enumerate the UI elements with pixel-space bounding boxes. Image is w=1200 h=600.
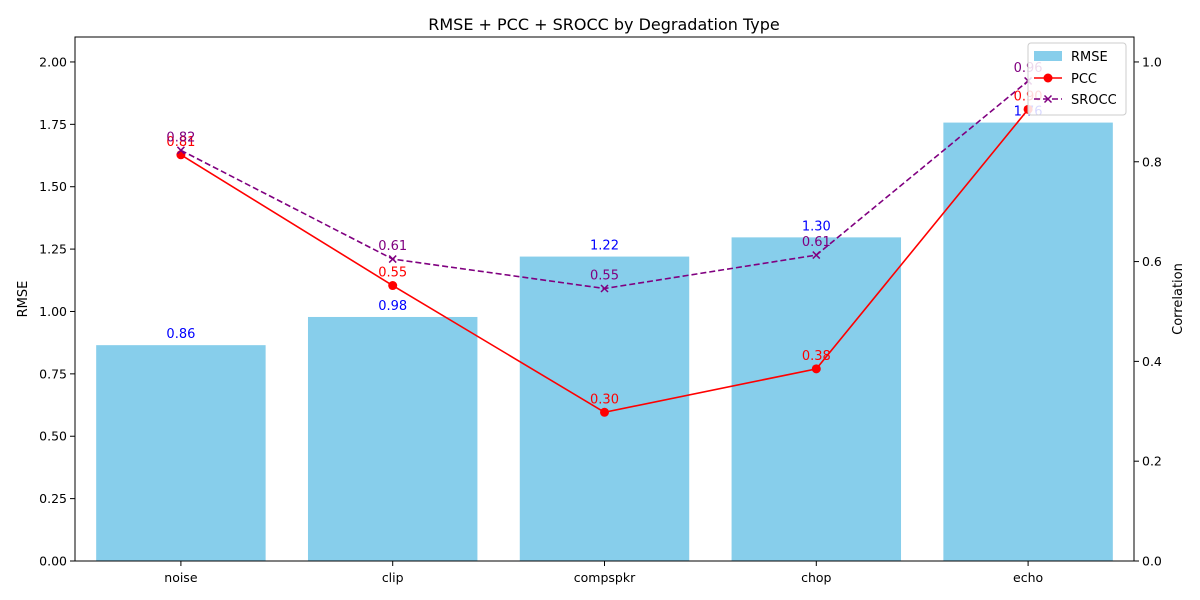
srocc-label-noise: 0.82 — [166, 130, 195, 145]
pcc-point-compspkr — [600, 408, 609, 417]
bar-label-noise: 0.86 — [166, 327, 195, 342]
srocc-label-compspkr: 0.55 — [590, 269, 619, 284]
x-tick-label-chop: chop — [801, 570, 831, 585]
bar-label-clip: 0.98 — [378, 299, 407, 314]
y2-tick-label: 1.0 — [1142, 54, 1162, 69]
y2-tick-label: 0.2 — [1142, 454, 1162, 469]
bar-echo — [943, 123, 1112, 561]
y-tick-label: 0.75 — [39, 366, 67, 381]
legend-swatch-rmse — [1034, 51, 1062, 61]
y2-axis-label: Correlation — [1171, 263, 1186, 335]
legend: RMSE PCC SROCC — [1028, 43, 1126, 115]
pcc-label-compspkr: 0.30 — [590, 392, 619, 407]
legend-label-srocc: SROCC — [1071, 93, 1117, 108]
y-axis-right: 0.0 0.2 0.4 0.6 0.8 1.0 — [1134, 54, 1162, 568]
bar-label-compspkr: 1.22 — [590, 239, 619, 254]
pcc-label-chop: 0.38 — [802, 349, 831, 364]
y-tick-label: 0.50 — [39, 429, 67, 444]
x-tick-label-compspkr: compspkr — [574, 570, 636, 585]
y2-tick-label: 0.0 — [1142, 554, 1162, 569]
bar-clip — [308, 317, 477, 561]
srocc-label-clip: 0.61 — [378, 239, 407, 254]
pcc-label-clip: 0.55 — [378, 266, 407, 281]
x-tick-label-noise: noise — [164, 570, 198, 585]
pcc-point-clip — [388, 281, 397, 290]
y-tick-label: 1.75 — [39, 117, 67, 132]
srocc-label-chop: 0.61 — [802, 235, 831, 250]
bar-chop — [732, 237, 901, 561]
chart-title: RMSE + PCC + SROCC by Degradation Type — [428, 15, 780, 34]
legend-label-rmse: RMSE — [1071, 50, 1108, 65]
pcc-point-chop — [812, 364, 821, 373]
y-tick-label: 0.25 — [39, 491, 67, 506]
x-tick-label-echo: echo — [1013, 570, 1043, 585]
y-tick-label: 2.00 — [39, 54, 67, 69]
x-tick-label-clip: clip — [382, 570, 404, 585]
legend-marker-pcc — [1044, 74, 1053, 83]
bar-label-chop: 1.30 — [802, 219, 831, 234]
y2-tick-label: 0.6 — [1142, 254, 1162, 269]
y-tick-label: 1.25 — [39, 242, 67, 257]
srocc-point-clip — [389, 256, 396, 263]
y2-tick-label: 0.8 — [1142, 154, 1162, 169]
bar-noise — [96, 345, 265, 561]
y-tick-label: 0.00 — [39, 554, 67, 569]
y-axis-label: RMSE — [16, 281, 31, 318]
y-tick-label: 1.00 — [39, 304, 67, 319]
y-tick-label: 1.50 — [39, 179, 67, 194]
y2-tick-label: 0.4 — [1142, 354, 1162, 369]
bars-layer — [96, 123, 1113, 561]
legend-label-pcc: PCC — [1071, 72, 1097, 87]
y-axis-left: 0.00 0.25 0.50 0.75 1.00 1.25 1.50 1.75 2.00 — [39, 54, 75, 568]
x-axis: noise clip compspkr chop echo — [164, 561, 1043, 585]
